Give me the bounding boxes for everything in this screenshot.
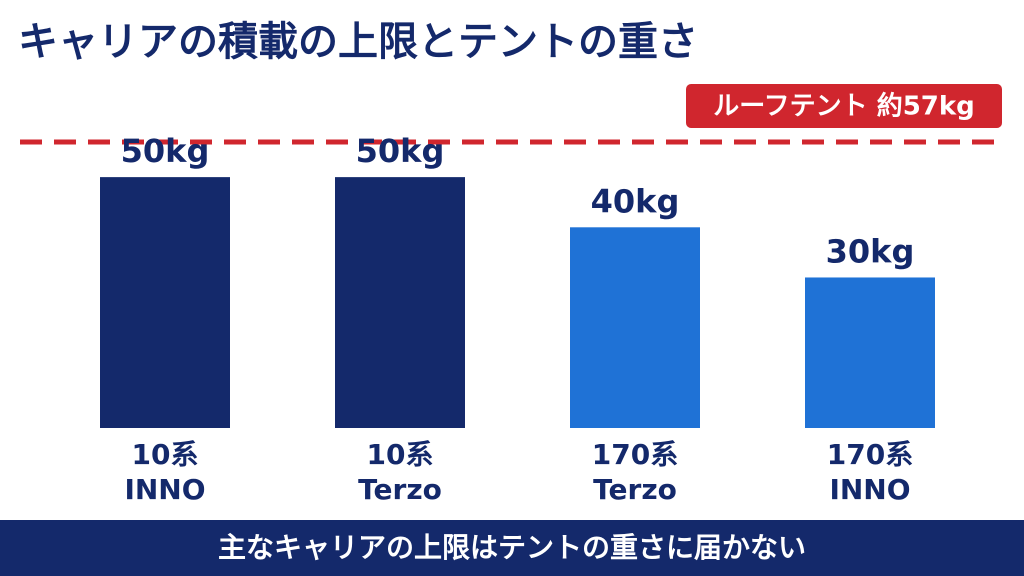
footer-band — [0, 520, 1024, 576]
value-label: 30kg — [826, 232, 915, 270]
value-label: 50kg — [121, 132, 210, 170]
category-label: 170系 — [592, 438, 678, 471]
bar — [805, 277, 935, 428]
category-label: Terzo — [593, 473, 677, 506]
bar — [335, 177, 465, 428]
bar — [570, 227, 700, 428]
category-label: INNO — [829, 473, 910, 506]
reference-label: ルーフテント 約57kg — [713, 91, 975, 122]
value-label: 50kg — [356, 132, 445, 170]
footer-text: 主なキャリアの上限はテントの重さに届かない — [218, 531, 806, 564]
chart-title: キャリアの積載の上限とテントの重さ — [18, 19, 698, 65]
category-label: 170系 — [827, 438, 913, 471]
reference-label-box — [686, 84, 1002, 128]
category-label: 10系 — [132, 438, 199, 471]
bar — [100, 177, 230, 428]
category-label: 10系 — [367, 438, 434, 471]
category-label: INNO — [124, 473, 205, 506]
value-label: 40kg — [591, 182, 680, 220]
category-label: Terzo — [358, 473, 442, 506]
